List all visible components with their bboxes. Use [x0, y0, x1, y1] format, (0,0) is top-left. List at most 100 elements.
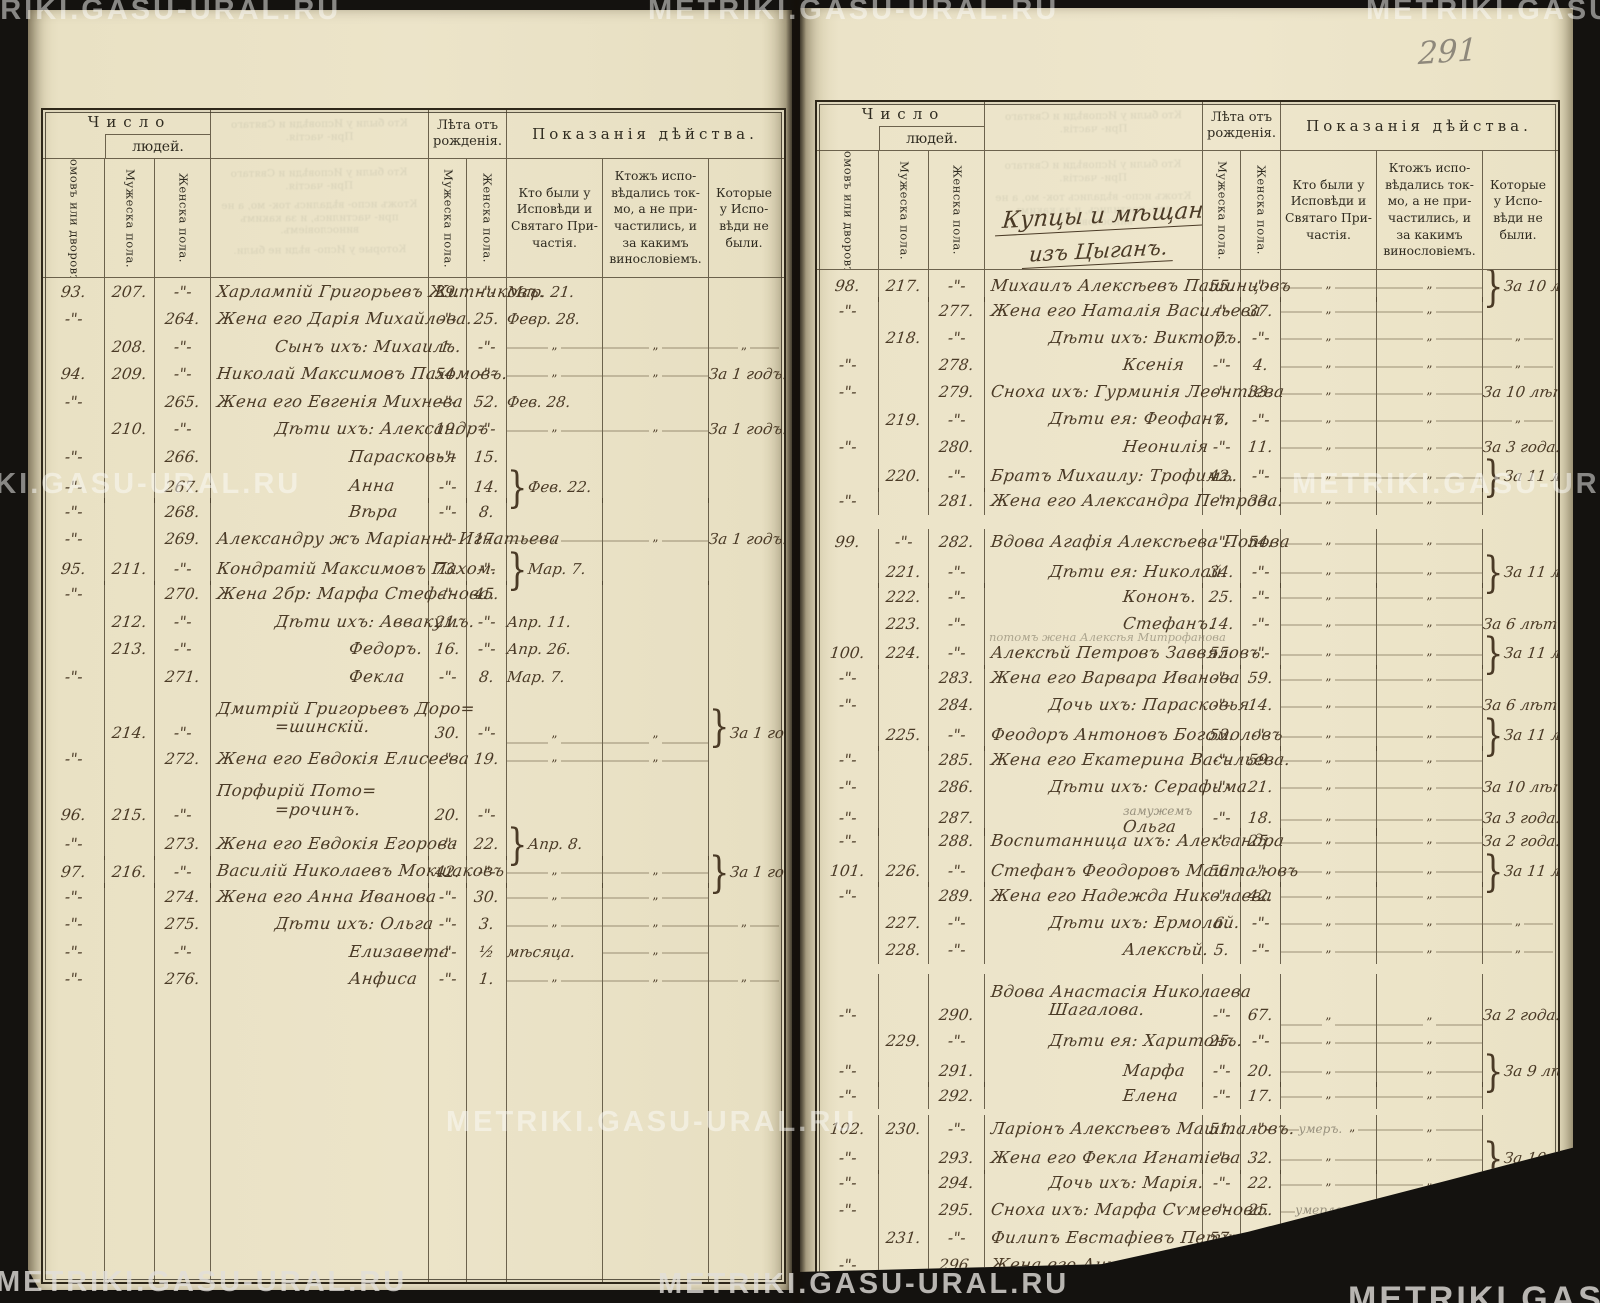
male-number-cell	[105, 663, 155, 691]
absent-cell: } За 11 лѣтъ.	[1483, 709, 1558, 761]
female-age-cell: -"-	[467, 690, 507, 746]
male-age-cell: 55.	[1203, 637, 1241, 670]
confessed-cell: „	[1281, 1027, 1377, 1055]
female-number-cell: -"-	[929, 583, 985, 611]
name-cell: Жена его Евгенія Михнева	[211, 388, 464, 416]
record-row: -"- 288. Воспитанница ихъ: Александра -"- 25…	[817, 827, 1558, 855]
absent-cell: } За 1 годъ.	[709, 699, 784, 752]
number-group-label: Число	[87, 113, 172, 131]
female-number-cell: -"-	[155, 855, 211, 888]
name-cell: Николай Максимовъ Пахомовъ.	[211, 360, 509, 388]
male-age-cell: -"-	[1203, 882, 1241, 910]
male-age-cell: -"-	[429, 580, 467, 608]
confessed-only-cell: „	[1377, 1027, 1483, 1055]
confessed-cell: } Фев. 22.	[507, 465, 603, 508]
house-cell	[817, 405, 879, 434]
male-age-cell: 55.	[1203, 270, 1241, 302]
record-row: -"- 273. Жена его Евдокія Егорова -"- 22.} Ап…	[43, 822, 784, 866]
confessed-only-cell: „	[1377, 1082, 1483, 1110]
record-row: -"- 267. Анна -"- 14.} Фев. 22.	[43, 465, 784, 508]
female-number-cell: -"-	[929, 555, 985, 588]
female-age-cell: 25.	[1241, 1196, 1281, 1224]
female-age-column-header: Женска пола.	[467, 159, 507, 277]
male-number-cell	[105, 828, 155, 860]
confessed-column-header: Кто были у Исповѣди и Святаго При- часті…	[507, 159, 603, 277]
record-row: -"- 264. Жена его Дарія Михайлова. -"- 25. Фе…	[43, 305, 784, 334]
house-cell: -"-	[817, 1054, 879, 1087]
confessed-only-cell: „	[1377, 1224, 1483, 1252]
confessed-cell: „	[1281, 433, 1377, 461]
house-cell	[43, 333, 105, 361]
male-age-cell: 25.	[1203, 1027, 1241, 1055]
confessed-only-cell	[603, 443, 709, 471]
male-number-cell	[879, 1196, 929, 1224]
watermark: METRIKI.GASU-URAL.RU	[446, 1106, 858, 1138]
male-number-cell: 223.	[879, 610, 929, 638]
confessed-only-cell: „	[1377, 664, 1483, 692]
house-cell: -"-	[817, 691, 879, 719]
absent-cell	[1483, 1170, 1553, 1197]
confessed-cell: „	[1281, 528, 1377, 556]
confessed-cell	[507, 443, 603, 471]
record-row: 228. -"- Алексѣй. 5. -"- „ „ „	[817, 936, 1558, 964]
absent-cell	[709, 278, 779, 306]
ink-bleed-through: Кто были у Исповѣди и Святаго При- часті…	[222, 117, 418, 151]
name-cell: Сынъ ихъ: Михаилъ.	[211, 333, 462, 361]
female-age-cell: -"-	[1241, 1027, 1281, 1055]
absent-cell: } За 1 годъ.	[709, 845, 784, 898]
female-age-cell: 3.	[467, 910, 507, 938]
name-cell	[211, 993, 429, 1282]
female-number-cell: 272.	[155, 745, 211, 773]
confessed-only-cell: „	[1377, 746, 1483, 774]
female-number-cell: 295.	[929, 1196, 985, 1224]
watermark: METRIKI.GASU-URAL.RU	[648, 0, 1060, 26]
male-age-cell: -"-	[1203, 378, 1241, 406]
left-table: Число людей. Кто были у Исповѣди и Свята…	[41, 108, 786, 1284]
section-title-line2: изъ Цыганъ.	[1021, 234, 1175, 269]
confessed-cell: } Мар. 7.	[507, 547, 603, 591]
watermark: METRIKI.GASU-URAL.RU	[658, 1268, 1070, 1300]
male-number-cell	[105, 965, 155, 993]
record-row: 213. -"- Федоръ. 16. -"- Апр. 26.	[43, 635, 784, 663]
male-age-cell: -"-	[1203, 1278, 1241, 1295]
confessed-cell: „	[507, 415, 603, 443]
female-age-cell: -"-	[467, 278, 507, 306]
name-cell: Елизавета	[211, 938, 451, 966]
male-age-cell: -"-	[1203, 746, 1241, 774]
male-number-cell	[879, 1169, 929, 1197]
name-cell: Жена его Наталія Васильева	[985, 297, 1262, 325]
confessed-cell: мѣсяца.	[506, 938, 603, 966]
female-number-cell: 265.	[155, 388, 211, 416]
female-number-cell: 284.	[929, 691, 985, 719]
house-cell: 100.	[817, 637, 879, 670]
empty-rows-area	[43, 993, 784, 1282]
male-number-cell	[879, 746, 929, 774]
female-age-cell: -"-	[1241, 936, 1281, 964]
confessed-only-column-header: Ктожъ испо- вѣдались ток- мо, а не при- …	[603, 159, 709, 277]
male-number-cell	[879, 827, 929, 855]
male-number-cell	[105, 388, 155, 416]
male-number-cell	[879, 433, 929, 461]
female-number-cell: -"-	[155, 773, 211, 828]
record-row: 221. -"- Дѣти ея: Николай. 34. -"- „ „} За 11 л…	[817, 550, 1558, 593]
male-number-cell: 207.	[105, 278, 155, 306]
house-cell	[817, 1224, 879, 1252]
absent-cell	[709, 306, 779, 334]
record-row: -"- 286. Дѣти ихъ: Серафима -"- 21. „ „ За 10 л…	[817, 773, 1558, 801]
female-number-cell: 296.	[929, 1251, 985, 1272]
male-age-cell: 21.	[429, 608, 467, 636]
house-cell	[817, 555, 879, 588]
male-age-cell: 42.	[1203, 460, 1241, 493]
female-age-cell: 59.	[1241, 664, 1281, 692]
female-number-cell: 290.	[929, 973, 985, 1028]
absent-cell: За 10 лѣтъ.	[1481, 777, 1558, 796]
house-cell	[43, 690, 105, 746]
male-number-cell: 215.	[105, 773, 155, 828]
house-cell: -"-	[817, 973, 879, 1028]
book-gutter-shadow	[786, 0, 806, 1303]
left-header-sub: Домовъ или дворовъ. Мужеска пола. Женска…	[43, 159, 784, 278]
male-number-cell	[879, 378, 929, 406]
female-number-cell	[155, 993, 211, 1282]
house-cell: -"-	[43, 883, 105, 911]
name-cell: Жена его Екатерина Васильева.	[985, 746, 1291, 774]
